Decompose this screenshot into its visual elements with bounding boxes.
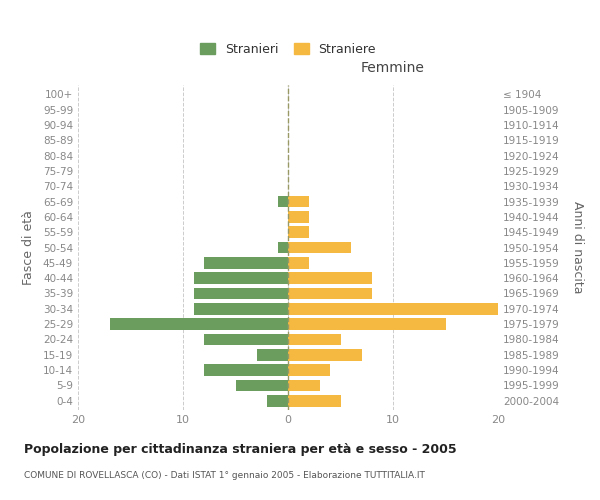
Bar <box>288 288 372 299</box>
Bar <box>288 226 309 238</box>
Y-axis label: Anni di nascita: Anni di nascita <box>571 201 584 294</box>
Text: Femmine: Femmine <box>361 61 425 75</box>
Legend: Stranieri, Straniere: Stranieri, Straniere <box>196 39 380 60</box>
Bar <box>288 364 330 376</box>
Bar <box>288 257 309 268</box>
Bar <box>193 303 288 314</box>
Bar <box>267 395 288 406</box>
Bar <box>288 395 341 406</box>
Bar <box>204 334 288 345</box>
Bar <box>277 242 288 253</box>
Bar <box>204 257 288 268</box>
Bar <box>288 334 341 345</box>
Bar <box>288 196 309 207</box>
Bar <box>288 380 320 391</box>
Text: Popolazione per cittadinanza straniera per età e sesso - 2005: Popolazione per cittadinanza straniera p… <box>24 442 457 456</box>
Bar <box>193 288 288 299</box>
Bar <box>193 272 288 284</box>
Bar <box>235 380 288 391</box>
Bar <box>288 211 309 222</box>
Bar <box>109 318 288 330</box>
Text: COMUNE DI ROVELLASCA (CO) - Dati ISTAT 1° gennaio 2005 - Elaborazione TUTTITALIA: COMUNE DI ROVELLASCA (CO) - Dati ISTAT 1… <box>24 470 425 480</box>
Bar <box>204 364 288 376</box>
Bar <box>288 303 498 314</box>
Y-axis label: Fasce di età: Fasce di età <box>22 210 35 285</box>
Bar <box>288 272 372 284</box>
Bar <box>288 349 361 360</box>
Bar <box>277 196 288 207</box>
Bar <box>257 349 288 360</box>
Bar <box>288 242 351 253</box>
Bar <box>288 318 445 330</box>
